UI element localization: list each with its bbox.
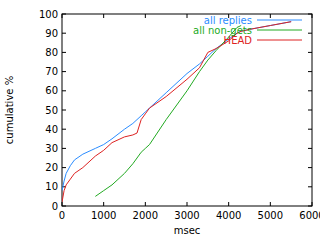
x-tick <box>312 14 313 206</box>
y-tick <box>62 167 312 168</box>
x-axis-label: msec <box>174 225 201 236</box>
x-tick-label: 4000 <box>216 210 241 221</box>
chart: 0102030405060708090100010002000300040005… <box>0 0 320 240</box>
x-tick-label: 0 <box>59 210 65 221</box>
x-tick <box>270 14 271 206</box>
y-tick-label: 40 <box>45 124 58 135</box>
y-tick <box>62 71 312 72</box>
y-tick-label: 30 <box>45 143 58 154</box>
x-tick <box>62 14 63 206</box>
y-tick <box>62 129 312 130</box>
y-tick <box>62 148 312 149</box>
x-tick-label: 6000 <box>299 210 320 221</box>
x-tick <box>145 14 146 206</box>
series-line <box>62 22 291 191</box>
y-tick <box>62 186 312 187</box>
y-tick-label: 0 <box>52 201 58 212</box>
y-tick <box>62 33 312 34</box>
y-tick <box>62 110 312 111</box>
x-tick-label: 5000 <box>258 210 283 221</box>
y-tick-label: 60 <box>45 85 58 96</box>
legend-label: HEAD <box>224 35 253 46</box>
y-tick-label: 10 <box>45 181 58 192</box>
y-tick-label: 90 <box>45 28 58 39</box>
y-tick-label: 100 <box>39 9 58 20</box>
y-tick-label: 20 <box>45 162 58 173</box>
y-axis-label: cumulative % <box>4 76 15 144</box>
y-tick-label: 70 <box>45 66 58 77</box>
x-tick-label: 3000 <box>174 210 199 221</box>
legend-swatch <box>257 20 302 21</box>
series-line <box>62 22 291 202</box>
plot-lines <box>62 22 291 202</box>
x-tick <box>103 14 104 206</box>
series-line <box>95 26 241 197</box>
y-tick-label: 50 <box>45 105 58 116</box>
y-tick <box>62 52 312 53</box>
x-tick-label: 2000 <box>133 210 158 221</box>
y-tick-label: 80 <box>45 47 58 58</box>
legend-swatch <box>257 30 302 31</box>
x-tick <box>187 14 188 206</box>
legend-swatch <box>257 40 302 41</box>
x-tick-label: 1000 <box>91 210 116 221</box>
frame <box>62 14 312 206</box>
